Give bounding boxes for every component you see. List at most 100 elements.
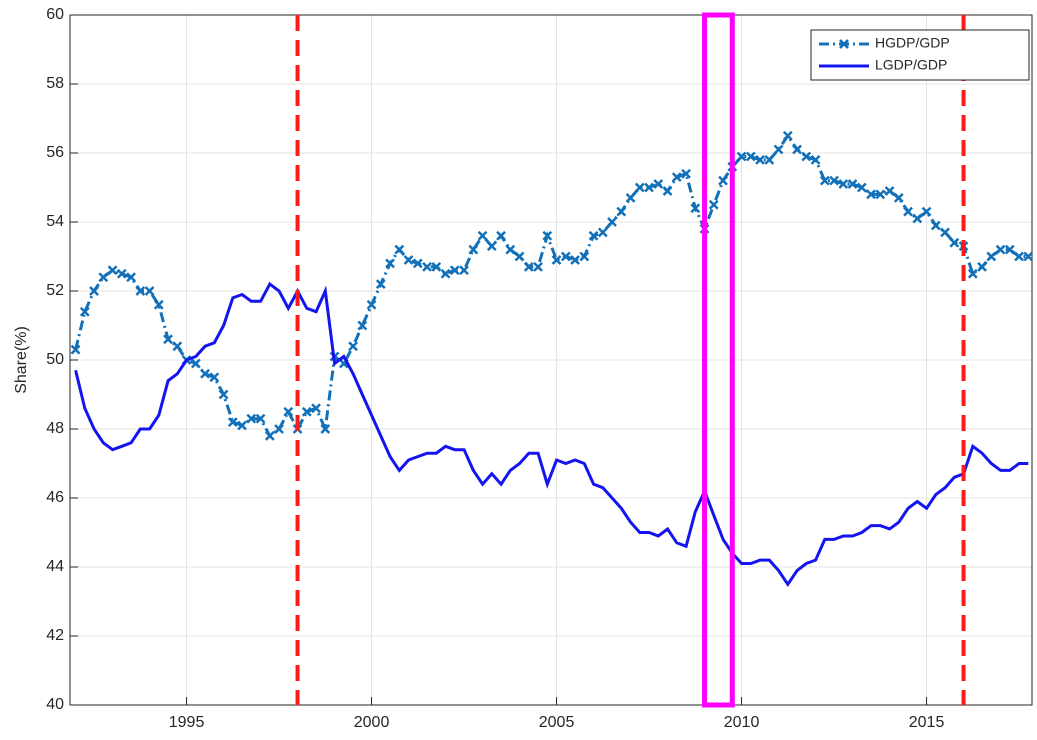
marker: [773, 144, 784, 155]
y-tick-label: 54: [46, 213, 64, 230]
marker: [459, 265, 469, 276]
marker: [1004, 244, 1015, 255]
marker: [70, 344, 81, 355]
x-tick-label: 2000: [354, 714, 390, 731]
marker: [227, 417, 238, 427]
marker: [514, 251, 525, 262]
marker: [579, 251, 590, 262]
series-line: [74, 133, 1029, 439]
marker: [283, 406, 294, 417]
marker: [792, 144, 802, 155]
marker: [912, 213, 923, 224]
marker: [995, 244, 1006, 255]
marker: [89, 286, 99, 296]
highlight-box: [702, 12, 735, 708]
marker: [496, 230, 506, 241]
marker: [357, 320, 368, 331]
marker: [172, 341, 183, 352]
marker: [237, 420, 247, 431]
marker: [1014, 251, 1024, 262]
marker: [190, 358, 201, 369]
marker: [829, 175, 839, 186]
marker: [98, 272, 109, 283]
marker: [246, 413, 257, 424]
marker: [551, 255, 562, 265]
y-tick-label: 58: [46, 75, 64, 92]
marker: [745, 151, 756, 162]
marker: [255, 413, 266, 424]
marker: [200, 368, 210, 379]
marker: [838, 179, 849, 189]
marker: [431, 261, 442, 272]
marker: [940, 227, 950, 238]
marker: [967, 268, 978, 279]
y-tick-label: 60: [46, 6, 64, 23]
marker: [366, 299, 377, 310]
legend-box: [810, 29, 1030, 81]
marker: [634, 182, 645, 193]
plot-frame: [69, 14, 1033, 706]
marker: [301, 406, 312, 417]
marker: [755, 155, 765, 165]
marker: [542, 230, 553, 241]
marker: [79, 306, 90, 317]
marker: [681, 168, 691, 179]
marker: [385, 258, 395, 269]
y-tick-label: 44: [46, 558, 64, 575]
marker: [597, 227, 608, 238]
y-axis-label: Share(%): [13, 326, 30, 394]
marker: [893, 192, 904, 203]
x-tick-label: 2010: [724, 714, 760, 731]
marker: [533, 261, 543, 272]
marker: [218, 389, 229, 400]
marker: [921, 206, 932, 217]
legend-label: HGDP/GDP: [875, 35, 950, 51]
marker: [986, 251, 997, 262]
y-tick-label: 48: [46, 420, 64, 437]
marker: [422, 261, 432, 272]
marker: [486, 241, 497, 252]
marker: [209, 372, 220, 383]
marker: [671, 172, 682, 183]
marker: [1023, 251, 1034, 262]
marker: [819, 175, 830, 186]
marker: [644, 182, 654, 193]
marker: [144, 286, 155, 296]
marker: [801, 151, 812, 162]
marker: [523, 261, 534, 272]
y-tick-label: 46: [46, 489, 64, 506]
marker: [903, 206, 913, 217]
marker: [135, 286, 146, 296]
y-tick-label: 52: [46, 282, 64, 299]
marker: [607, 217, 617, 227]
marker: [764, 155, 775, 165]
marker: [690, 203, 701, 214]
marker: [736, 151, 747, 162]
marker: [930, 220, 941, 231]
marker: [375, 279, 386, 289]
marker: [977, 261, 987, 272]
y-tick-label: 42: [46, 627, 64, 644]
marker: [949, 237, 960, 248]
marker: [126, 272, 136, 283]
marker: [264, 431, 275, 441]
marker: [625, 192, 636, 203]
y-tick-label: 50: [46, 351, 64, 368]
marker: [477, 230, 488, 241]
marker: [847, 179, 858, 189]
marker: [653, 179, 664, 189]
marker: [708, 199, 719, 210]
marker: [782, 130, 793, 141]
marker: [107, 265, 118, 276]
marker: [856, 182, 867, 193]
y-tick-label: 40: [46, 696, 64, 713]
marker: [588, 230, 599, 241]
x-tick-label: 1995: [169, 714, 205, 731]
series-line: [74, 281, 1029, 587]
marker: [320, 424, 331, 434]
marker: [875, 189, 886, 200]
marker: [884, 186, 895, 196]
marker: [616, 206, 627, 217]
marker: [274, 424, 284, 434]
